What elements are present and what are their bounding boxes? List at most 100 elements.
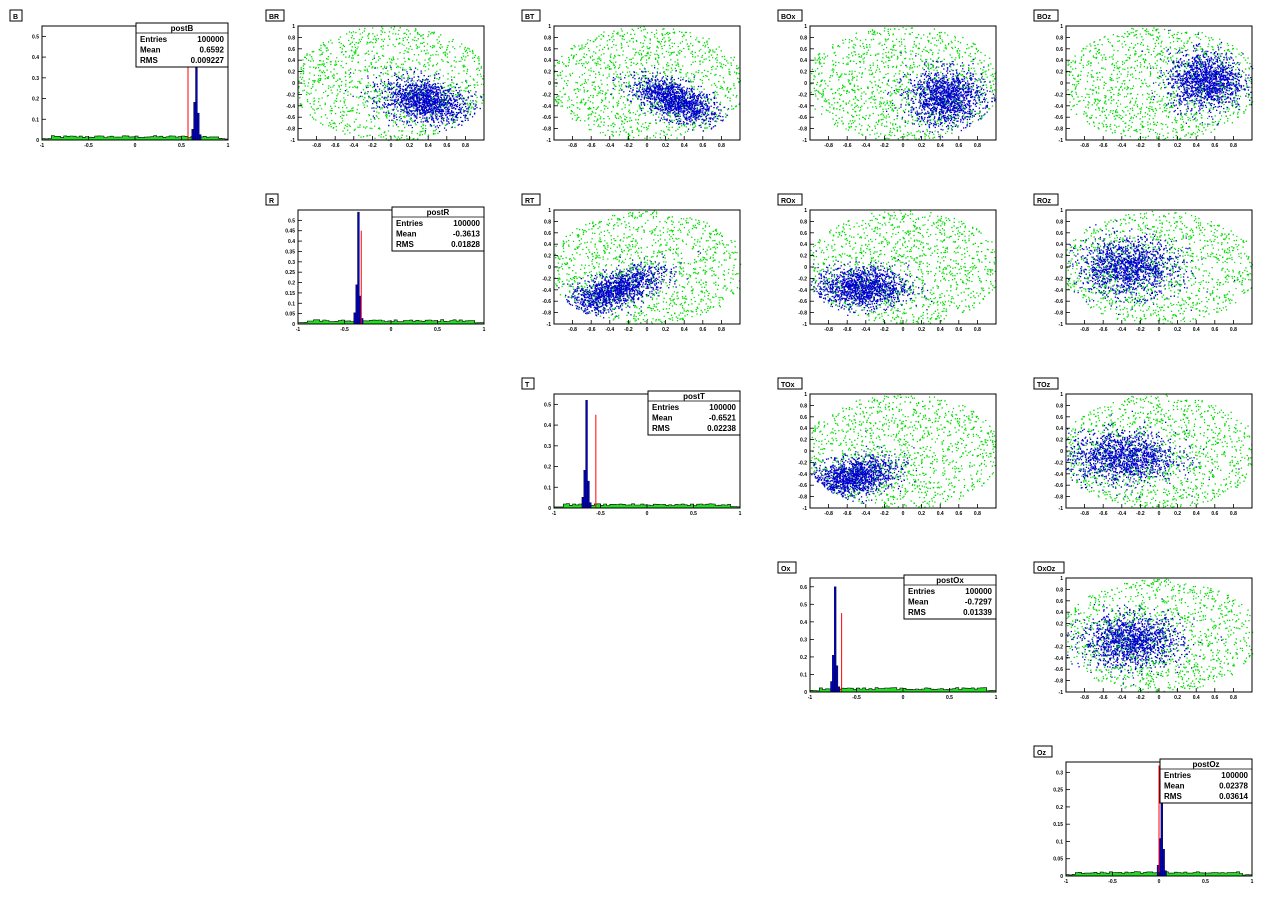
point-b — [665, 99, 667, 101]
point-a — [417, 98, 419, 101]
point-a — [302, 90, 304, 92]
point-b — [703, 106, 705, 108]
point-b — [376, 102, 378, 105]
point-a — [685, 39, 687, 41]
point-a — [594, 62, 596, 64]
point-b — [695, 110, 697, 112]
point-b — [664, 89, 667, 91]
point-a — [349, 81, 351, 84]
point-b — [450, 111, 453, 113]
point-a — [709, 59, 711, 62]
point-b — [421, 92, 424, 95]
point-a — [452, 115, 454, 117]
point-a — [437, 114, 439, 116]
point-b — [640, 108, 642, 110]
point-a — [643, 126, 645, 129]
point-b — [424, 79, 427, 81]
point-b — [646, 94, 648, 96]
point-b — [460, 109, 462, 111]
point-a — [681, 125, 683, 127]
point-a — [387, 110, 389, 112]
point-a — [630, 37, 633, 40]
point-a — [698, 50, 700, 52]
point-b — [431, 98, 433, 101]
point-a — [617, 102, 620, 105]
point-a — [404, 108, 406, 110]
point-b — [378, 88, 381, 90]
point-b — [659, 86, 661, 88]
point-b — [652, 92, 654, 94]
point-b — [431, 104, 433, 106]
point-b — [476, 106, 478, 109]
point-a — [427, 68, 430, 70]
point-b — [689, 81, 691, 83]
point-a — [442, 60, 444, 62]
point-a — [458, 92, 460, 94]
point-a — [364, 27, 366, 30]
point-b — [439, 101, 441, 103]
point-a — [409, 117, 411, 119]
point-b — [711, 112, 713, 114]
point-b — [396, 92, 398, 94]
point-a — [447, 44, 449, 47]
point-a — [298, 87, 300, 89]
point-a — [725, 94, 727, 96]
y-tick-label: -0.2 — [286, 92, 295, 98]
point-a — [402, 37, 404, 40]
point-b — [428, 104, 430, 106]
point-a — [466, 52, 469, 54]
point-b — [431, 116, 434, 118]
point-a — [592, 112, 594, 114]
point-b — [682, 103, 684, 105]
point-a — [588, 113, 590, 116]
point-a — [605, 96, 607, 99]
point-a — [353, 129, 355, 131]
point-b — [417, 97, 419, 99]
point-b — [436, 125, 438, 127]
x-tick-label: 0.2 — [406, 143, 413, 149]
point-b — [689, 103, 691, 105]
point-a — [386, 114, 388, 116]
point-a — [408, 58, 410, 60]
point-a — [719, 101, 722, 103]
point-b — [685, 90, 688, 92]
point-b — [680, 100, 682, 102]
point-a — [692, 121, 694, 124]
point-b — [428, 91, 430, 93]
point-b — [699, 111, 701, 113]
point-b — [664, 109, 666, 111]
point-a — [403, 69, 405, 71]
point-a — [634, 48, 636, 50]
point-a — [701, 121, 703, 123]
point-a — [431, 85, 433, 87]
point-a — [368, 32, 370, 35]
point-b — [447, 90, 449, 92]
point-a — [685, 73, 687, 75]
point-a — [648, 56, 650, 59]
point-a — [378, 135, 380, 137]
point-b — [410, 117, 412, 119]
point-b — [420, 98, 422, 100]
point-a — [715, 58, 717, 60]
point-a — [590, 114, 592, 116]
point-a — [396, 66, 398, 68]
point-b — [395, 76, 398, 78]
point-b — [651, 106, 654, 108]
point-b — [428, 117, 431, 119]
point-a — [428, 58, 430, 60]
point-b — [404, 102, 406, 105]
point-b — [432, 83, 434, 85]
point-b — [436, 99, 438, 101]
point-b — [677, 100, 680, 102]
point-b — [678, 88, 681, 91]
point-a — [688, 45, 690, 47]
point-a — [441, 123, 443, 125]
point-b — [671, 80, 673, 83]
point-b — [388, 83, 391, 86]
point-a — [478, 58, 480, 60]
point-b — [688, 87, 690, 90]
point-a — [689, 32, 691, 34]
point-a — [661, 45, 663, 48]
point-a — [382, 40, 384, 42]
point-b — [666, 102, 668, 104]
